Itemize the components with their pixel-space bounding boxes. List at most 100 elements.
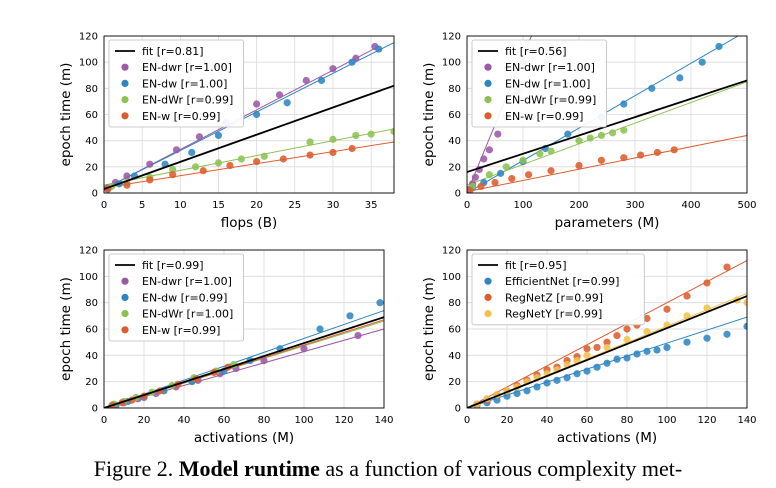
data-point — [390, 127, 394, 136]
data-point — [623, 325, 631, 333]
data-point — [302, 76, 310, 85]
y-tick-label: 40 — [448, 351, 461, 362]
legend-marker — [121, 277, 129, 285]
x-tick-label: 20 — [138, 415, 151, 426]
legend-marker — [121, 326, 129, 334]
x-tick-label: 200 — [569, 200, 588, 211]
y-tick-label: 100 — [442, 58, 461, 69]
overall-fit-line — [104, 316, 384, 408]
x-tick-label: 35 — [365, 200, 378, 211]
legend-entry: EN-dWr [r=0.99] — [142, 94, 233, 107]
data-point — [583, 367, 591, 375]
data-point — [480, 155, 488, 163]
y-tick-label: 120 — [79, 246, 98, 257]
y-tick-label: 80 — [448, 84, 461, 95]
legend-marker — [484, 112, 492, 120]
data-point — [603, 359, 611, 367]
plot-frame — [103, 35, 395, 194]
data-point — [683, 292, 691, 300]
data-point — [172, 146, 181, 154]
x-tick-label: 15 — [212, 200, 225, 211]
series-fit-line — [467, 260, 747, 408]
chart-panel-4: 0 20 40 60 80 100 120 140 0 20 40 60 80 100 120 activat… — [421, 246, 757, 447]
y-tick-label: 80 — [448, 298, 461, 309]
y-axis-label: epoch time (m) — [421, 63, 437, 167]
legend-marker — [484, 310, 492, 318]
data-point — [603, 343, 611, 352]
legend-marker — [121, 96, 129, 104]
x-tick-label: 100 — [513, 200, 532, 211]
x-tick-label: 100 — [657, 415, 676, 426]
x-tick-label: 140 — [737, 415, 756, 426]
legend-marker — [121, 79, 129, 87]
data-point — [643, 328, 651, 336]
data-point — [547, 167, 555, 175]
legend-entry: EN-dwr [r=1.00] — [142, 61, 232, 74]
legend-marker — [121, 112, 129, 120]
data-point — [613, 331, 621, 340]
data-point — [703, 304, 711, 312]
data-point — [485, 146, 493, 154]
legend: fit [r=0.95] EfficientNet [r=0.99] RegNetZ… — [471, 253, 645, 326]
data-point — [637, 151, 645, 159]
data-point — [485, 171, 493, 179]
data-point — [523, 387, 531, 395]
data-point — [536, 150, 544, 158]
data-point — [609, 129, 617, 137]
data-point — [603, 338, 611, 346]
data-point — [620, 100, 628, 108]
y-tick-label: 60 — [448, 110, 461, 121]
y-tick-label: 60 — [448, 325, 461, 336]
y-tick-label: 80 — [85, 298, 98, 309]
x-tick-label: 140 — [374, 415, 393, 426]
data-point — [703, 334, 711, 342]
data-point — [643, 314, 651, 323]
data-point — [623, 335, 631, 344]
data-point — [643, 347, 651, 355]
y-tick-label: 120 — [442, 246, 461, 257]
legend-entry: RegNetY [r=0.99] — [505, 308, 602, 321]
data-point — [575, 137, 583, 145]
data-point — [623, 354, 631, 362]
legend-marker — [121, 293, 129, 301]
y-tick-label: 20 — [448, 377, 461, 388]
legend-entry: fit [r=0.95] — [505, 259, 567, 272]
data-point — [467, 186, 474, 193]
legend-entry: RegNetZ [r=0.99] — [505, 291, 603, 304]
data-point — [620, 126, 628, 134]
y-tick-label: 100 — [442, 272, 461, 283]
data-point — [375, 45, 383, 53]
y-tick-label: 60 — [85, 110, 98, 121]
plot-area — [104, 299, 384, 408]
legend-entry: EN-w [r=0.99] — [142, 324, 220, 337]
x-tick-label: 60 — [218, 415, 231, 426]
plot-area — [104, 42, 394, 193]
data-point — [354, 331, 362, 340]
data-point — [583, 351, 591, 359]
series-fit-line — [467, 36, 739, 193]
data-point — [191, 163, 200, 171]
data-point — [317, 76, 326, 85]
legend: fit [r=0.56] EN-dwr [r=1.00] EN-dw [r=1.00… — [471, 39, 607, 128]
legend-entry: EfficientNet [r=0.99] — [505, 275, 619, 288]
data-point — [123, 172, 131, 180]
data-point — [723, 330, 731, 338]
data-point — [471, 173, 479, 181]
legend-box — [108, 253, 244, 342]
x-tick-label: 40 — [541, 415, 554, 426]
data-point — [653, 148, 662, 157]
plot-frame — [103, 249, 385, 409]
legend-entry: EN-dWr [r=0.99] — [505, 94, 596, 107]
data-point — [329, 65, 337, 73]
legend-marker — [484, 277, 492, 285]
legend: fit [r=0.99] EN-dwr [r=1.00] EN-dw [r=0.99… — [108, 253, 244, 342]
legend-marker — [121, 63, 129, 71]
plot-area — [467, 260, 747, 408]
data-point — [698, 58, 706, 66]
x-tick-label: 80 — [621, 415, 634, 426]
chart-panel-3: 0 20 40 60 80 100 120 140 0 20 40 60 80 100 120 activat… — [58, 246, 394, 447]
data-point — [597, 156, 606, 164]
x-tick-label: 25 — [288, 200, 301, 211]
data-point — [593, 343, 601, 352]
